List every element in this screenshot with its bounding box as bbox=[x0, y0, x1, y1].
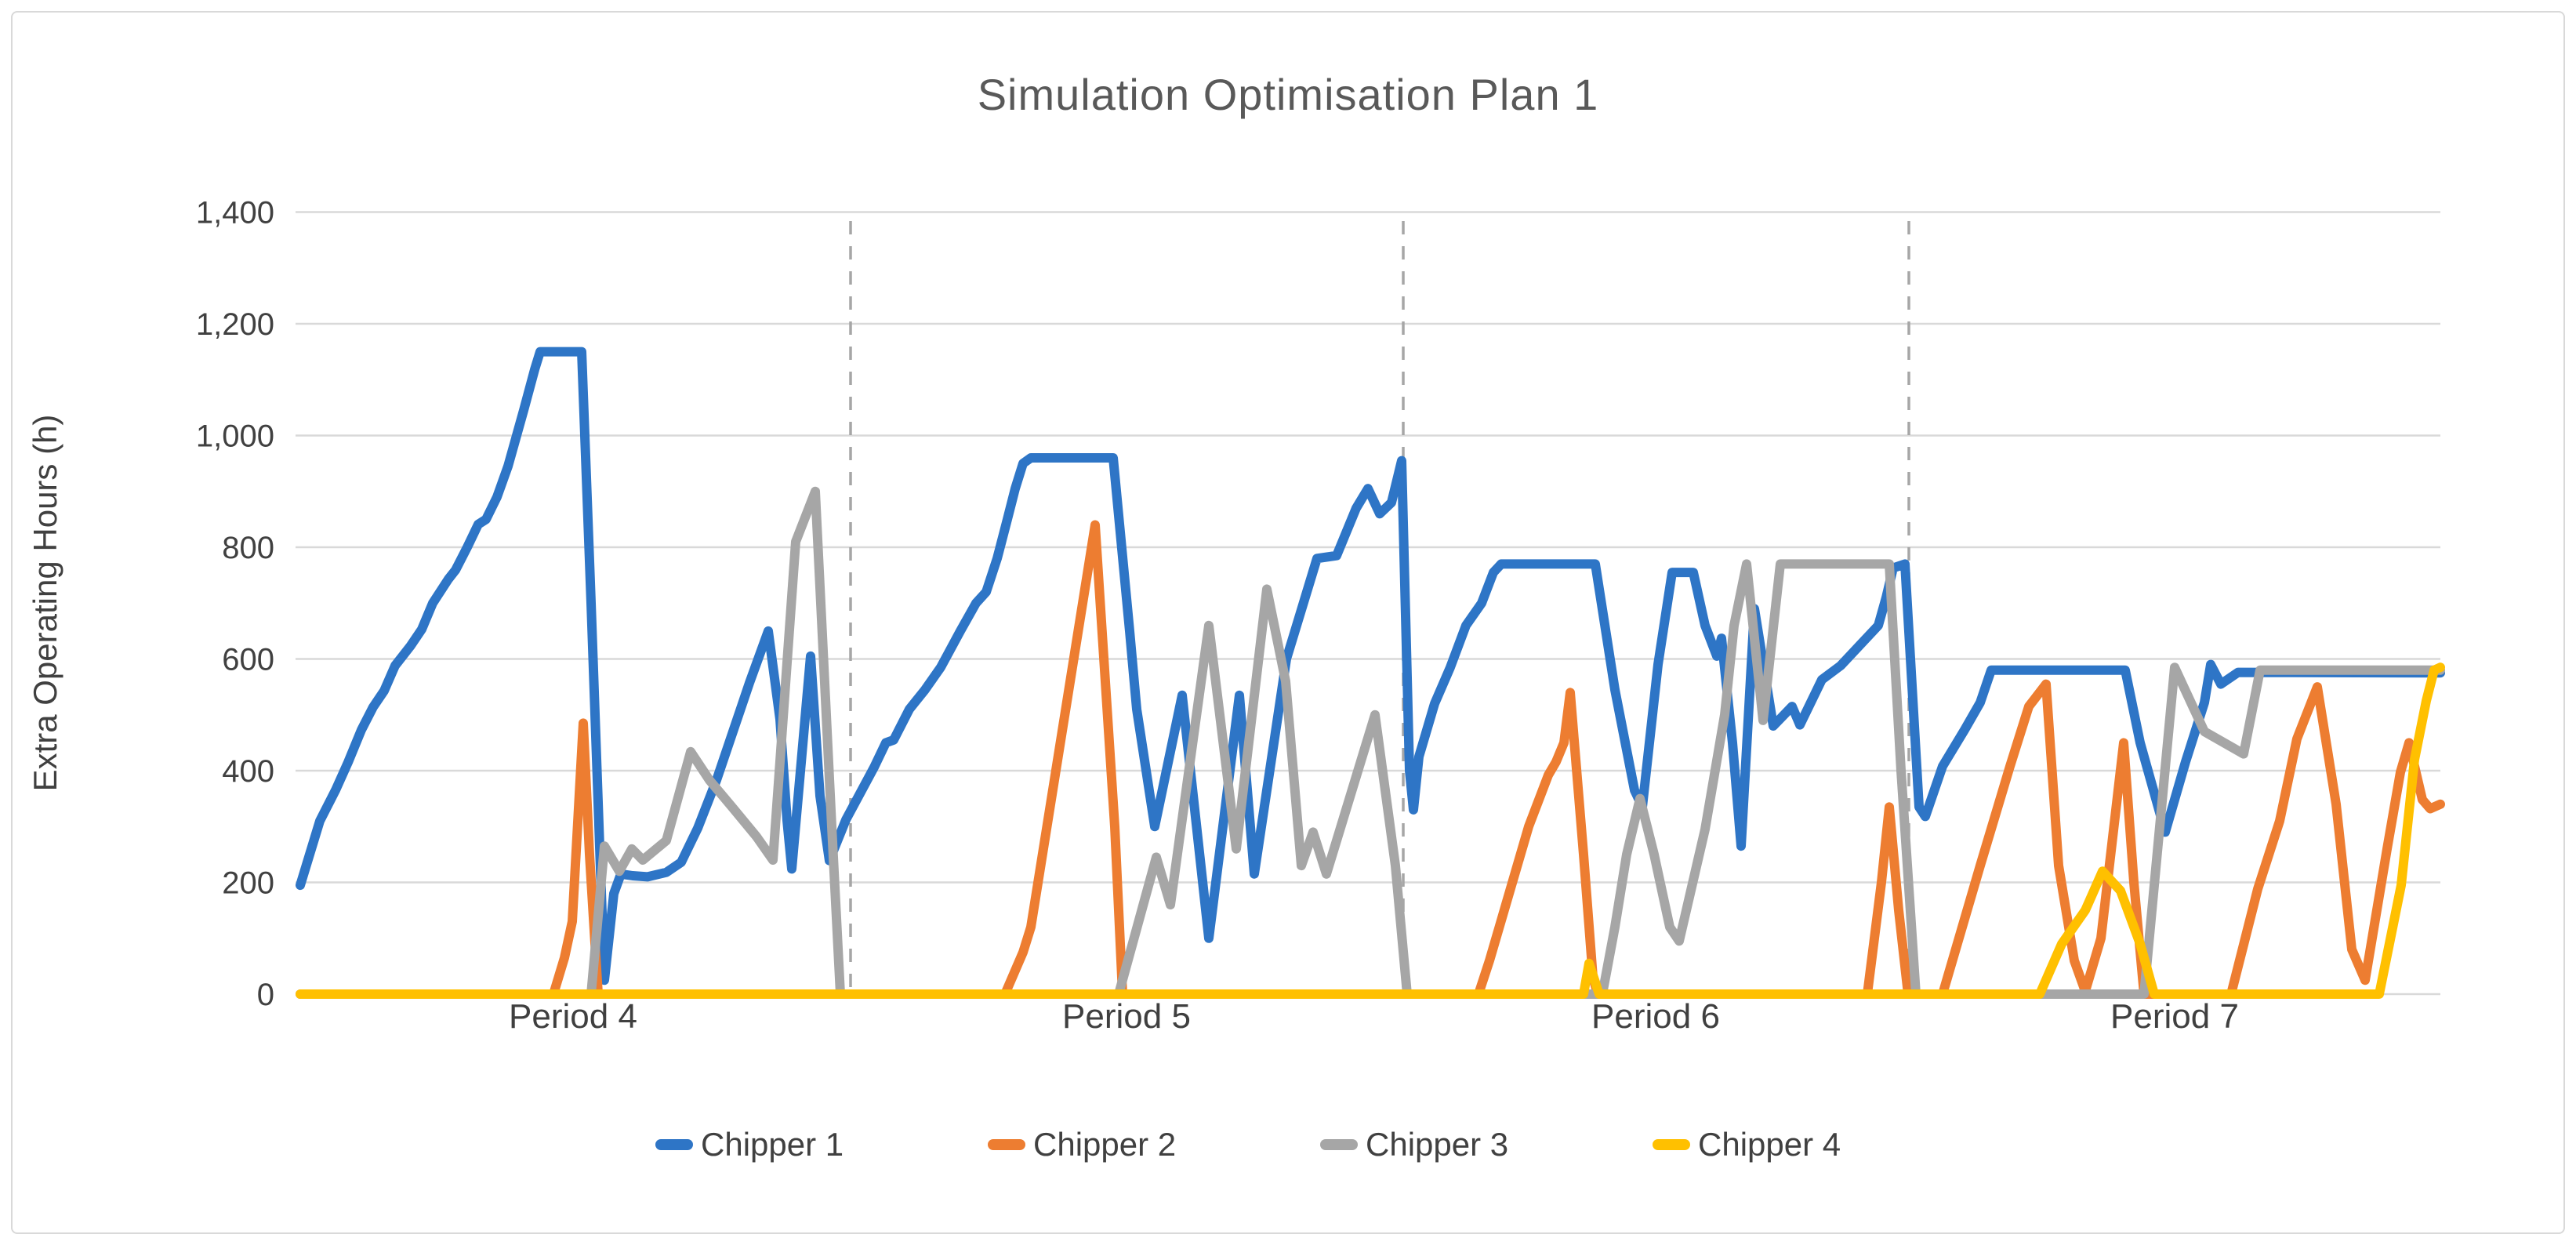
legend-label: Chipper 4 bbox=[1698, 1126, 1841, 1163]
series-line-chipper-4 bbox=[296, 662, 2445, 999]
chipper-3-line-swatch-icon bbox=[1320, 1139, 1358, 1150]
legend-label: Chipper 1 bbox=[701, 1126, 844, 1163]
legend-item-chipper-3[interactable]: Chipper 3 bbox=[1320, 1126, 1653, 1163]
x-axis-label-period-7: Period 7 bbox=[2110, 997, 2239, 1036]
chipper-1-line-swatch-icon bbox=[655, 1139, 693, 1150]
series-line-chipper-1 bbox=[296, 347, 2445, 985]
chart-title: Simulation Optimisation Plan 1 bbox=[977, 70, 1599, 119]
y-tick-label-800: 800 bbox=[222, 531, 274, 565]
x-axis-label-period-5: Period 5 bbox=[1062, 997, 1191, 1036]
series-line-chipper-3 bbox=[296, 486, 2445, 999]
legend-item-chipper-2[interactable]: Chipper 2 bbox=[988, 1126, 1320, 1163]
chart-frame bbox=[11, 11, 2565, 1234]
x-axis-label-period-4: Period 4 bbox=[509, 997, 637, 1036]
x-axis-label-period-6: Period 6 bbox=[1591, 997, 1720, 1036]
y-axis-title: Extra Operating Hours (h) bbox=[27, 414, 63, 792]
y-tick-label-400: 400 bbox=[222, 754, 274, 789]
legend-label: Chipper 3 bbox=[1366, 1126, 1509, 1163]
chipper-4-line-swatch-icon bbox=[1653, 1139, 1690, 1150]
y-tick-label-600: 600 bbox=[222, 643, 274, 677]
y-tick-label-1000: 1,000 bbox=[196, 419, 274, 454]
y-tick-label-0: 0 bbox=[257, 978, 274, 1012]
legend-label: Chipper 2 bbox=[1033, 1126, 1177, 1163]
y-tick-label-200: 200 bbox=[222, 866, 274, 901]
series-line-chipper-2 bbox=[296, 520, 2445, 999]
chart-legend: Chipper 1 Chipper 2 Chipper 3 Chipper 4 bbox=[655, 1126, 1985, 1163]
y-tick-label-1400: 1,400 bbox=[196, 196, 274, 230]
legend-item-chipper-1[interactable]: Chipper 1 bbox=[655, 1126, 988, 1163]
legend-item-chipper-4[interactable]: Chipper 4 bbox=[1653, 1126, 1985, 1163]
y-tick-label-1200: 1,200 bbox=[196, 307, 274, 342]
chipper-2-line-swatch-icon bbox=[988, 1139, 1025, 1150]
